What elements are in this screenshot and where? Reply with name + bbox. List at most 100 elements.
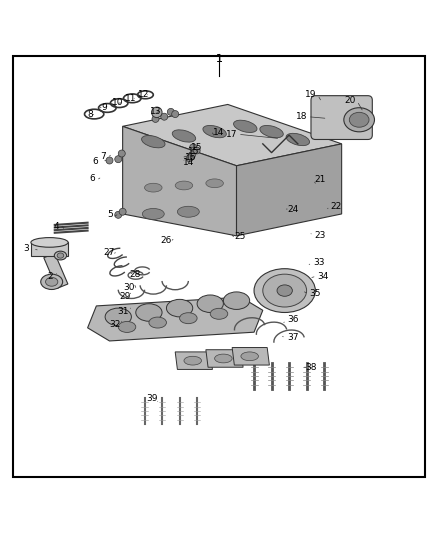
Ellipse shape bbox=[263, 274, 307, 307]
Text: 16: 16 bbox=[185, 152, 196, 161]
Circle shape bbox=[115, 211, 122, 219]
Circle shape bbox=[152, 115, 159, 123]
Text: 9: 9 bbox=[101, 103, 107, 112]
Ellipse shape bbox=[210, 308, 228, 319]
Text: 39: 39 bbox=[147, 394, 158, 403]
Ellipse shape bbox=[105, 308, 131, 326]
Polygon shape bbox=[123, 104, 342, 166]
Text: 4: 4 bbox=[53, 222, 59, 231]
Ellipse shape bbox=[149, 317, 166, 328]
Ellipse shape bbox=[233, 120, 257, 133]
Text: 18: 18 bbox=[296, 112, 307, 121]
Ellipse shape bbox=[57, 253, 64, 258]
Circle shape bbox=[186, 155, 193, 162]
Ellipse shape bbox=[254, 269, 315, 312]
Ellipse shape bbox=[54, 251, 67, 260]
Text: 11: 11 bbox=[125, 94, 136, 103]
Text: 5: 5 bbox=[107, 211, 113, 219]
Circle shape bbox=[188, 152, 195, 159]
Circle shape bbox=[172, 110, 179, 118]
Circle shape bbox=[161, 113, 168, 120]
Text: 37: 37 bbox=[287, 333, 298, 342]
Text: 23: 23 bbox=[314, 231, 325, 240]
Polygon shape bbox=[175, 352, 212, 369]
Text: 6: 6 bbox=[92, 157, 99, 166]
Text: 14: 14 bbox=[213, 128, 225, 138]
Text: 6: 6 bbox=[89, 174, 95, 183]
Polygon shape bbox=[44, 253, 68, 288]
Polygon shape bbox=[206, 350, 243, 367]
Ellipse shape bbox=[46, 278, 58, 286]
Text: 1: 1 bbox=[215, 54, 223, 64]
Text: 38: 38 bbox=[305, 363, 317, 372]
Text: 27: 27 bbox=[103, 248, 114, 257]
Text: 14: 14 bbox=[183, 158, 194, 167]
Text: 34: 34 bbox=[318, 272, 329, 281]
Text: 25: 25 bbox=[234, 232, 246, 241]
Ellipse shape bbox=[260, 125, 283, 138]
Ellipse shape bbox=[203, 125, 226, 138]
Text: 24: 24 bbox=[288, 205, 299, 214]
Polygon shape bbox=[232, 348, 269, 365]
FancyBboxPatch shape bbox=[311, 96, 372, 140]
Ellipse shape bbox=[166, 300, 193, 317]
Circle shape bbox=[152, 107, 162, 118]
Text: 19: 19 bbox=[305, 90, 317, 99]
Text: 30: 30 bbox=[124, 283, 135, 292]
Polygon shape bbox=[88, 297, 263, 341]
Ellipse shape bbox=[215, 354, 232, 363]
Ellipse shape bbox=[31, 238, 68, 247]
Text: 12: 12 bbox=[138, 90, 149, 99]
Text: 26: 26 bbox=[160, 236, 171, 245]
Text: 2: 2 bbox=[48, 272, 53, 281]
Ellipse shape bbox=[177, 206, 199, 217]
Circle shape bbox=[106, 157, 113, 164]
Text: 20: 20 bbox=[345, 96, 356, 106]
Text: 36: 36 bbox=[287, 316, 298, 325]
Circle shape bbox=[190, 144, 197, 151]
Ellipse shape bbox=[286, 133, 310, 146]
Text: 22: 22 bbox=[331, 201, 342, 211]
Circle shape bbox=[115, 156, 122, 163]
Ellipse shape bbox=[223, 292, 250, 310]
Circle shape bbox=[167, 108, 174, 115]
Polygon shape bbox=[123, 126, 237, 236]
Ellipse shape bbox=[175, 181, 193, 190]
Ellipse shape bbox=[172, 130, 196, 142]
Text: 7: 7 bbox=[100, 151, 106, 160]
Ellipse shape bbox=[136, 304, 162, 321]
Text: 21: 21 bbox=[314, 175, 325, 184]
Ellipse shape bbox=[142, 208, 164, 220]
Ellipse shape bbox=[184, 356, 201, 365]
Text: 31: 31 bbox=[118, 306, 129, 316]
Text: 3: 3 bbox=[23, 245, 29, 254]
Text: 29: 29 bbox=[119, 292, 131, 301]
Ellipse shape bbox=[241, 352, 258, 361]
Text: 15: 15 bbox=[191, 143, 202, 152]
Text: 13: 13 bbox=[150, 107, 161, 116]
Ellipse shape bbox=[349, 112, 369, 127]
Ellipse shape bbox=[141, 135, 165, 148]
Text: 33: 33 bbox=[313, 259, 325, 268]
Circle shape bbox=[193, 147, 200, 154]
Ellipse shape bbox=[344, 108, 374, 132]
Text: 1: 1 bbox=[215, 54, 223, 64]
Ellipse shape bbox=[197, 295, 223, 312]
Ellipse shape bbox=[206, 179, 223, 188]
Text: 28: 28 bbox=[129, 270, 141, 279]
Ellipse shape bbox=[41, 274, 63, 289]
Polygon shape bbox=[237, 144, 342, 236]
Text: 32: 32 bbox=[109, 320, 120, 329]
Text: 35: 35 bbox=[310, 289, 321, 298]
Text: 10: 10 bbox=[112, 98, 123, 107]
Circle shape bbox=[118, 150, 125, 157]
Text: 8: 8 bbox=[87, 110, 93, 118]
Ellipse shape bbox=[118, 321, 136, 333]
Ellipse shape bbox=[180, 313, 197, 324]
Ellipse shape bbox=[277, 285, 293, 296]
Polygon shape bbox=[31, 243, 68, 255]
Text: 15: 15 bbox=[188, 147, 199, 156]
Text: 17: 17 bbox=[226, 130, 237, 139]
Circle shape bbox=[119, 208, 126, 215]
Ellipse shape bbox=[145, 183, 162, 192]
